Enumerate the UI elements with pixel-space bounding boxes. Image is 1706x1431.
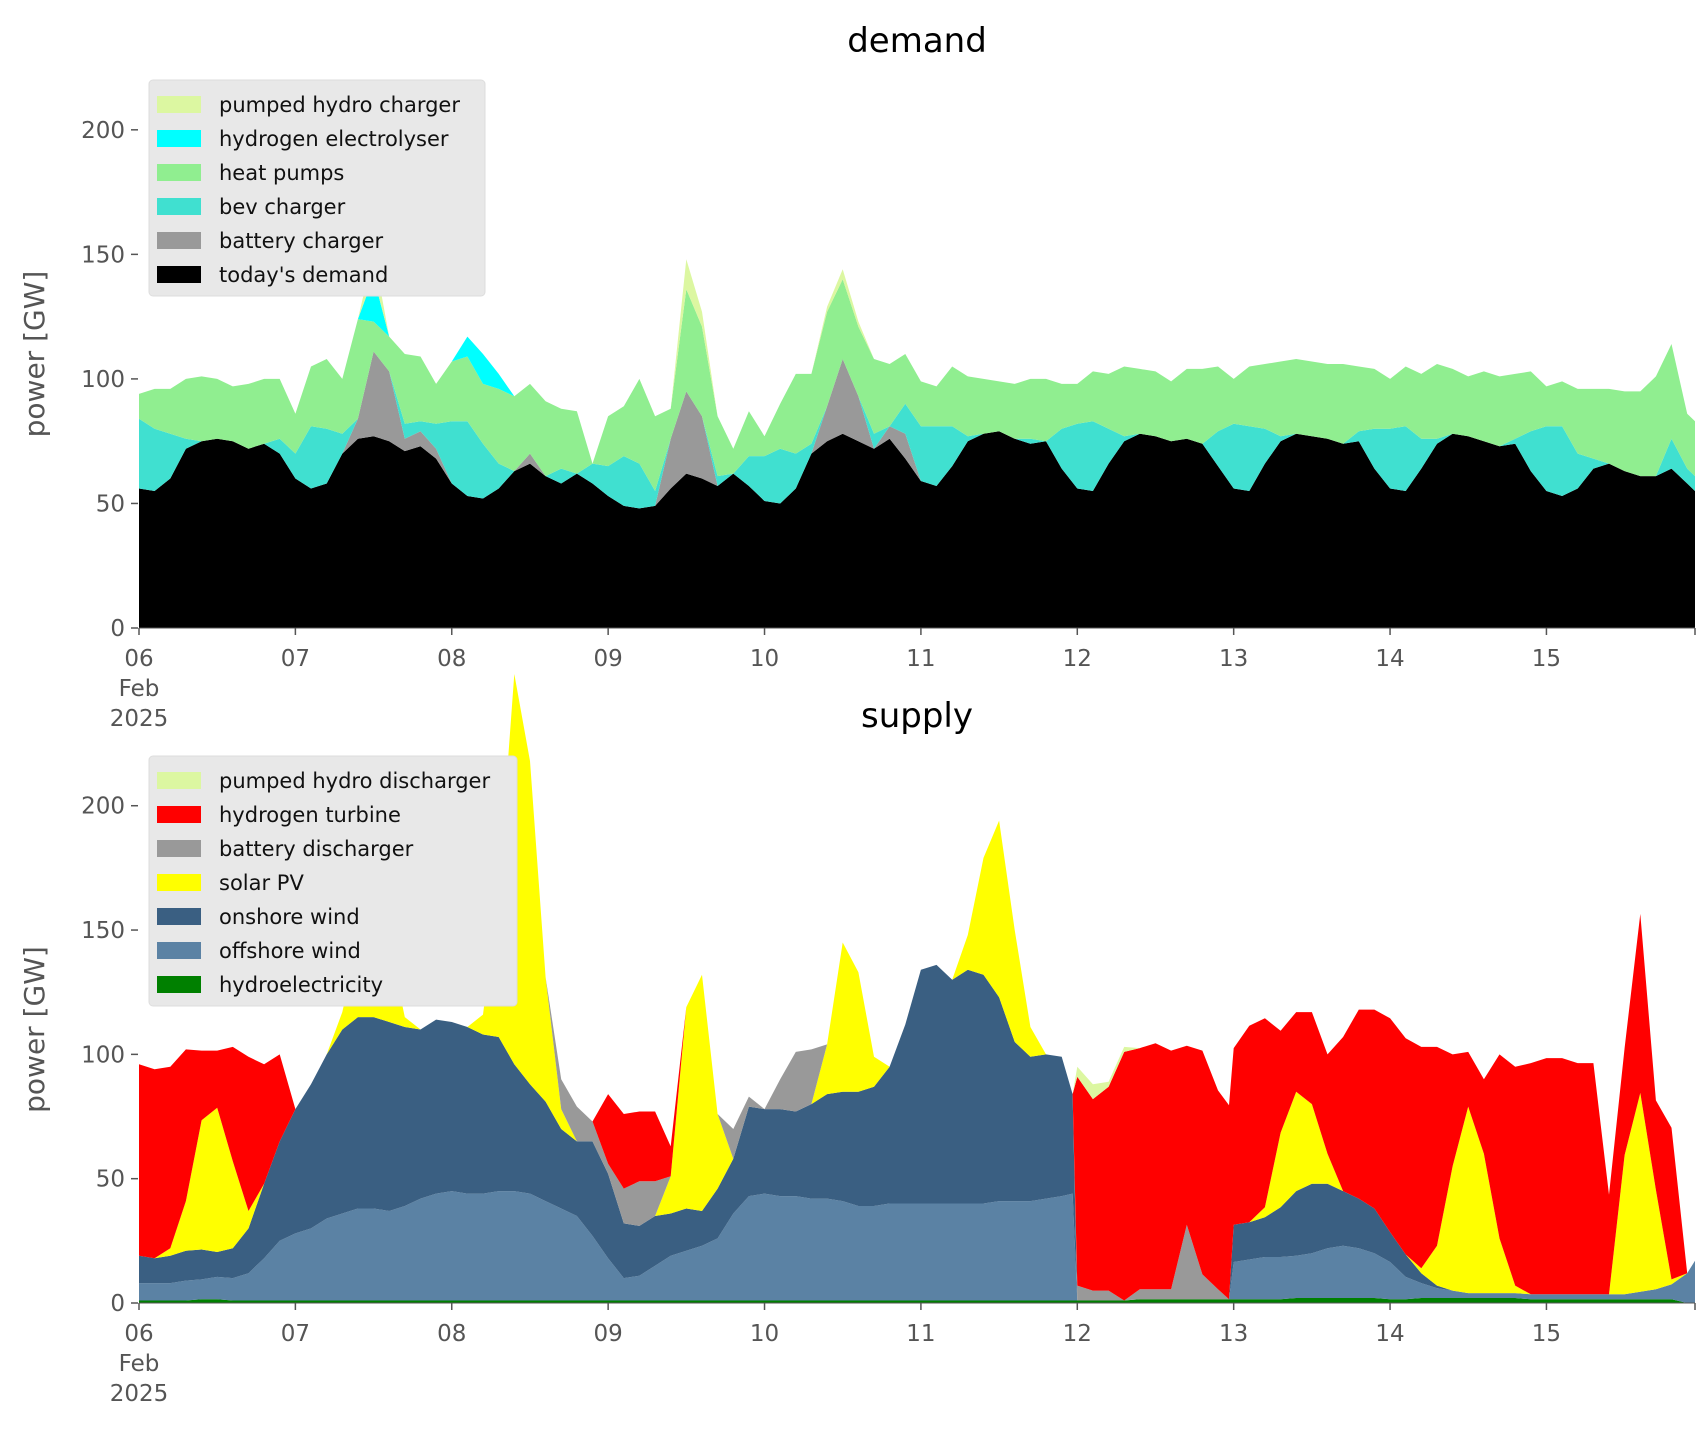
legend-label-bev-charger: bev charger	[219, 195, 346, 219]
x-tick-label: 12	[1063, 1321, 1092, 1347]
x-tick-label: 08	[437, 646, 466, 672]
x-tick-label: 10	[750, 1321, 779, 1347]
y-tick-label: 0	[110, 1291, 125, 1317]
legend-label-offshore-wind: offshore wind	[219, 939, 361, 963]
x-tick-label: 08	[437, 1321, 466, 1347]
legend-label-battery-charger: battery charger	[219, 229, 384, 253]
x-tick-label: 07	[281, 1321, 310, 1347]
legend-swatch-battery-discharger	[157, 840, 201, 857]
legend-label-battery-discharger: battery discharger	[219, 837, 414, 861]
legend-label-heat-pumps: heat pumps	[219, 161, 344, 185]
x-tick-label: 10	[750, 646, 779, 672]
area-onshore-wind	[139, 964, 1695, 1301]
demand-panel: 0 50 100 150 200 06 Feb 2025 07 08 09 10 11 12 13 14 15 d…	[18, 21, 1696, 732]
legend-swatch-pumped-hydro-charger	[157, 96, 201, 113]
area-bev-charger	[139, 351, 1695, 509]
x-tick-label: 07	[281, 646, 310, 672]
legend-swatch-bev-charger	[157, 198, 201, 215]
legend-label-hydrogen-turbine: hydrogen turbine	[219, 803, 401, 827]
area-today-s-demand	[139, 431, 1695, 628]
x-tick-label: 12	[1063, 646, 1092, 672]
area-hydrogen-turbine	[139, 674, 1695, 1301]
y-tick-label: 100	[81, 367, 125, 393]
y-tick-label: 0	[110, 616, 125, 642]
x-tick-label: 06 Feb 2025	[110, 1321, 169, 1407]
legend-box	[148, 79, 486, 297]
legend-box	[148, 755, 518, 1007]
y-axis-label: power [GW]	[18, 946, 51, 1113]
legend-label-hydrogen-electrolyser: hydrogen electrolyser	[219, 127, 449, 151]
y-tick-label: 150	[81, 918, 125, 944]
supply-title: supply	[861, 696, 973, 736]
x-tick-label: 06 Feb 2025	[110, 646, 169, 732]
area-heat-pumps	[139, 279, 1695, 491]
y-tick-label: 50	[96, 1167, 125, 1193]
legend-label-hydroelectricity: hydroelectricity	[219, 973, 383, 997]
demand-title: demand	[847, 21, 987, 61]
x-tick-label: 15	[1532, 1321, 1561, 1347]
y-tick-label: 50	[96, 491, 125, 517]
legend-swatch-hydroelectricity	[157, 976, 201, 993]
legend-swatch-heat-pumps	[157, 164, 201, 181]
legend-label-pumped-hydro-discharger: pumped hydro discharger	[219, 769, 490, 793]
area-solar-pv	[139, 674, 1695, 1301]
supply-panel: 0 50 100 150 200 06 Feb 2025 07 08 09 10 11 12 13 14 15 s…	[18, 674, 1696, 1407]
legend-swatch-onshore-wind	[157, 908, 201, 925]
legend-label-pumped-hydro-charger: pumped hydro charger	[219, 93, 460, 117]
supply-areas	[139, 674, 1695, 1303]
legend-swatch-today-s-demand	[157, 266, 201, 283]
y-tick-label: 150	[81, 242, 125, 268]
x-tick-label: 13	[1219, 646, 1248, 672]
x-tick-label: 09	[594, 646, 623, 672]
x-tick-label: 11	[906, 1321, 935, 1347]
x-tick-label: 14	[1375, 1321, 1404, 1347]
legend-label-solar-pv: solar PV	[219, 871, 304, 895]
x-tick-label: 13	[1219, 1321, 1248, 1347]
y-axis-label: power [GW]	[18, 271, 51, 438]
legend-swatch-hydrogen-turbine	[157, 806, 201, 823]
y-tick-label: 200	[81, 794, 125, 820]
legend-swatch-solar-pv	[157, 874, 201, 891]
supply-legend: pumped hydro discharger hydrogen turbine b…	[148, 755, 518, 1007]
y-tick-label: 100	[81, 1042, 125, 1068]
demand-legend: pumped hydro charger hydrogen electrolyse…	[148, 79, 486, 297]
x-tick-label: 11	[906, 646, 935, 672]
x-tick-label: 15	[1532, 646, 1561, 672]
legend-swatch-pumped-hydro-discharger	[157, 772, 201, 789]
legend-swatch-offshore-wind	[157, 942, 201, 959]
legend-label-today-s-demand: today's demand	[219, 263, 388, 287]
legend-label-onshore-wind: onshore wind	[219, 905, 360, 929]
y-tick-label: 200	[81, 118, 125, 144]
x-tick-label: 09	[594, 1321, 623, 1347]
area-offshore-wind	[139, 1191, 1695, 1303]
demand-areas	[139, 251, 1695, 628]
legend-swatch-battery-charger	[157, 232, 201, 249]
legend-swatch-hydrogen-electrolyser	[157, 130, 201, 147]
x-tick-label: 14	[1375, 646, 1404, 672]
